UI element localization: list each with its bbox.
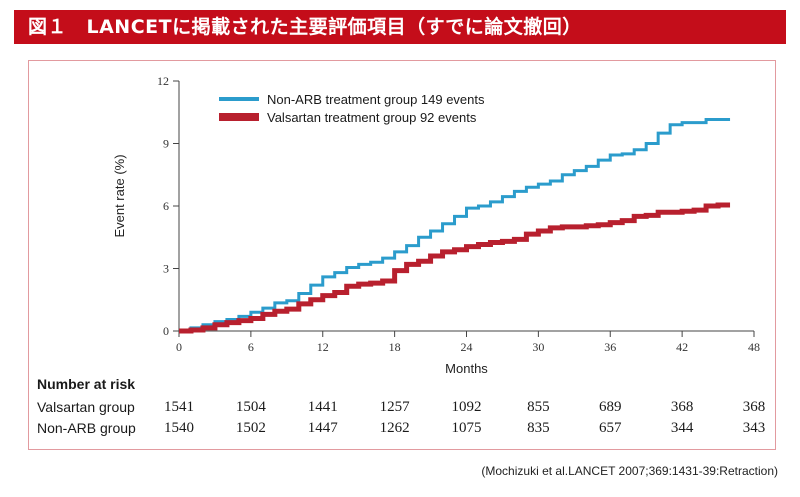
- x-tick-label: 24: [461, 340, 473, 354]
- y-axis-label: Event rate (%): [112, 154, 127, 237]
- y-tick-label: 9: [163, 137, 169, 151]
- x-tick-label: 48: [748, 340, 760, 354]
- x-tick-label: 0: [176, 340, 182, 354]
- x-tick-label: 6: [248, 340, 254, 354]
- y-tick-label: 12: [157, 74, 169, 88]
- x-tick-label: 12: [317, 340, 329, 354]
- y-tick-label: 3: [163, 262, 169, 276]
- x-tick-label: 18: [389, 340, 401, 354]
- series-line-valsartan: [179, 202, 731, 334]
- y-tick-label: 0: [163, 324, 169, 338]
- legend-label-valsartan: Valsartan treatment group 92 events: [267, 110, 477, 125]
- x-tick-label: 36: [604, 340, 616, 354]
- x-tick-label: 30: [532, 340, 544, 354]
- y-tick-label: 6: [163, 199, 169, 213]
- legend-label-non-arb: Non-ARB treatment group 149 events: [267, 92, 485, 107]
- x-tick-label: 42: [676, 340, 688, 354]
- x-axis-label: Months: [445, 361, 488, 376]
- series-line-non-arb: [179, 118, 731, 333]
- citation: (Mochizuki et al.LANCET 2007;369:1431-39…: [481, 464, 778, 478]
- chart-panel: 0 3 6 9 12 0 6 12 18 24 30 36 42 48 Months Event rate (…: [28, 60, 776, 450]
- figure-title: 図１ LANCETに掲載された主要評価項目（すでに論文撤回）: [14, 10, 786, 44]
